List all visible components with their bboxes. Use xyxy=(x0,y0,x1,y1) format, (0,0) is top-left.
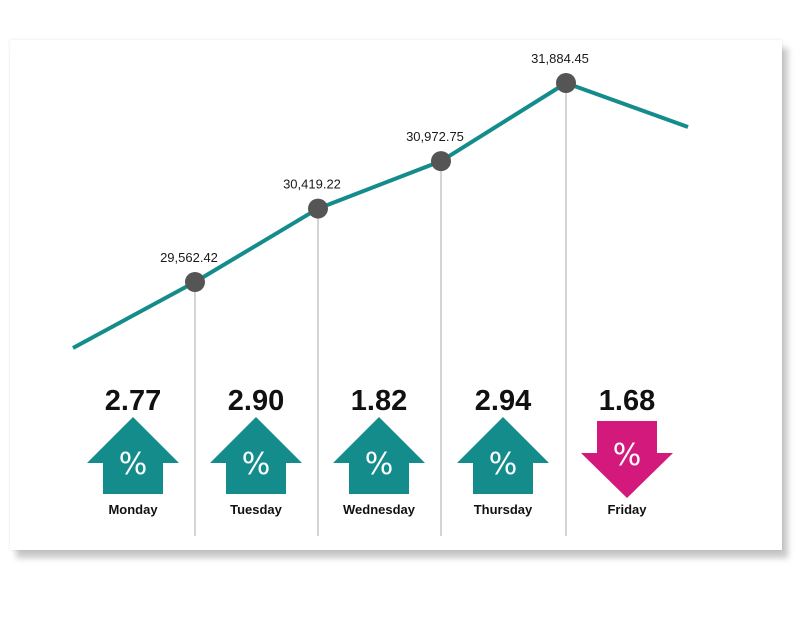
percent-sign-tuesday: % xyxy=(242,447,271,482)
percent-sign-thursday: % xyxy=(489,447,518,482)
index-chart: 29,562.42 30,419.22 30,972.75 31,884.45 2.77… xyxy=(72,51,689,536)
up-arrow-icon-thursday xyxy=(457,417,549,494)
series-line xyxy=(72,81,689,350)
percent-sign-monday: % xyxy=(119,447,148,482)
up-arrow-icon-monday xyxy=(87,417,179,494)
data-point-tuesday xyxy=(308,198,328,219)
percent-sign-wednesday: % xyxy=(365,447,394,482)
change-value-monday: 2.77 xyxy=(105,385,161,417)
data-label-tuesday: 30,419.22 xyxy=(283,177,341,192)
data-point-thursday xyxy=(556,73,576,93)
change-value-tuesday: 2.90 xyxy=(228,385,284,417)
day-label-wednesday: Wednesday xyxy=(343,502,416,517)
chart-card: 29,562.42 30,419.22 30,972.75 31,884.45 2.77… xyxy=(10,40,782,550)
percent-sign-friday: % xyxy=(613,438,642,473)
change-value-wednesday: 1.82 xyxy=(351,385,407,417)
data-label-monday: 29,562.42 xyxy=(160,250,218,265)
day-label-tuesday: Tuesday xyxy=(230,502,283,517)
day-label-monday: Monday xyxy=(108,502,158,517)
up-arrow-icon-wednesday xyxy=(333,417,425,494)
data-label-wednesday: 30,972.75 xyxy=(406,129,464,144)
data-label-thursday: 31,884.45 xyxy=(531,51,589,66)
data-point-monday xyxy=(185,272,205,292)
down-arrow-icon-friday xyxy=(581,421,673,498)
change-value-thursday: 2.94 xyxy=(475,385,531,417)
data-point-wednesday xyxy=(431,151,451,172)
change-value-friday: 1.68 xyxy=(599,385,655,417)
day-label-friday: Friday xyxy=(607,502,647,517)
up-arrow-icon-tuesday xyxy=(210,417,302,494)
day-label-thursday: Thursday xyxy=(474,502,533,517)
